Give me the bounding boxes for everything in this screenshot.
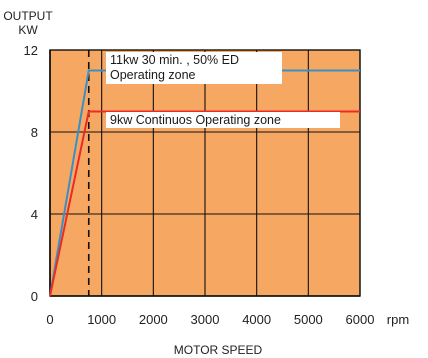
x-tick-label-4000: 4000 bbox=[242, 312, 271, 327]
y-axis-title-line2: KW bbox=[18, 23, 38, 37]
y-tick-label-12: 12 bbox=[24, 43, 38, 58]
y-tick-labels: 0 4 8 12 bbox=[24, 43, 38, 304]
annotation-11kw-box bbox=[106, 52, 282, 84]
annotation-11kw-line2: Operating zone bbox=[110, 68, 196, 82]
y-axis-title-line1: OUTPUT bbox=[3, 9, 53, 23]
annotation-11kw-line1: 11kw 30 min. , 50% ED bbox=[110, 53, 239, 67]
x-tick-label-3000: 3000 bbox=[191, 312, 220, 327]
x-tick-label-6000: 6000 bbox=[346, 312, 375, 327]
x-tick-label-2000: 2000 bbox=[139, 312, 168, 327]
x-axis-unit: rpm bbox=[387, 312, 409, 327]
x-axis-title: MOTOR SPEED bbox=[174, 343, 263, 357]
x-tick-label-1000: 1000 bbox=[87, 312, 116, 327]
annotation-9kw-box bbox=[106, 112, 340, 128]
y-tick-label-4: 4 bbox=[31, 207, 38, 222]
annotation-11kw-zone: 11kw 30 min. , 50% ED Operating zone bbox=[106, 52, 282, 84]
annotation-9kw-line1: 9kw Continuos Operating zone bbox=[110, 113, 281, 127]
y-tick-label-8: 8 bbox=[31, 125, 38, 140]
annotation-9kw-zone: 9kw Continuos Operating zone bbox=[106, 112, 340, 128]
x-tick-label-5000: 5000 bbox=[294, 312, 323, 327]
series-line-1 bbox=[49, 110, 360, 297]
grid-lines bbox=[49, 49, 361, 297]
x-tick-labels: 0 1000 2000 3000 4000 5000 6000 bbox=[46, 312, 374, 327]
x-tick-label-0: 0 bbox=[46, 312, 53, 327]
y-tick-label-0: 0 bbox=[31, 289, 38, 304]
plot-frame bbox=[49, 49, 361, 297]
